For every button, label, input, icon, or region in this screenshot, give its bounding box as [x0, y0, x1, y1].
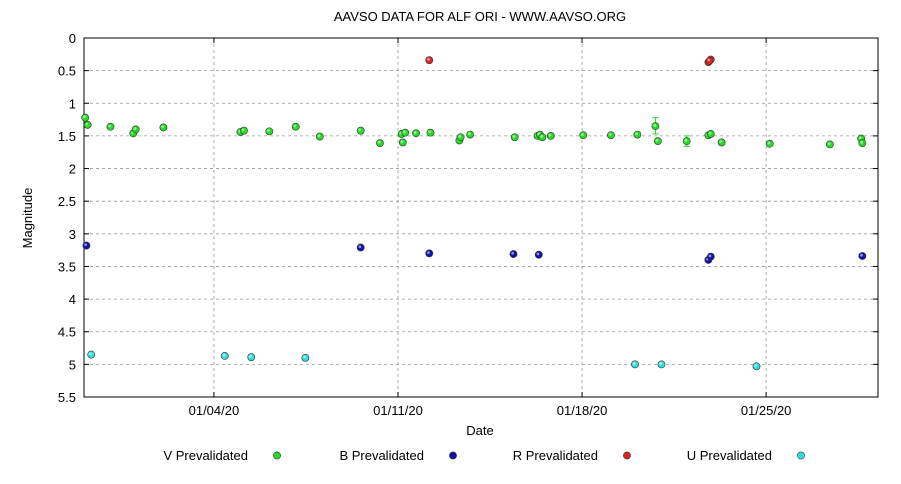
legend-marker: [623, 451, 631, 460]
y-tick-label: 0: [69, 31, 76, 46]
b-point-highlight: [536, 252, 540, 256]
v-point-highlight: [85, 122, 89, 126]
u-point-highlight: [632, 362, 636, 365]
y-tick-label: 0.5: [58, 64, 76, 79]
u-point-highlight: [249, 354, 252, 358]
v-point-highlight: [428, 130, 432, 134]
y-tick-label: 3.5: [58, 259, 76, 274]
v-point-highlight: [161, 125, 165, 129]
u-point-highlight: [754, 364, 758, 367]
v-point-highlight: [108, 124, 112, 128]
x-tick-label: 01/04/20: [189, 403, 240, 418]
x-tick-label: 01/11/20: [373, 403, 423, 418]
y-tick-label: 3: [69, 227, 76, 242]
v-point-highlight: [581, 133, 584, 136]
v-point-highlight: [684, 138, 688, 142]
x-tick-label: 01/18/20: [557, 403, 608, 418]
v-point-highlight: [860, 140, 863, 144]
y-tick-label: 4.5: [58, 325, 76, 340]
y-tick-label: 4: [69, 292, 76, 307]
u-point-highlight: [222, 353, 226, 357]
v-point-highlight: [403, 130, 406, 134]
v-point-highlight: [458, 135, 462, 138]
v-point-highlight: [467, 132, 471, 136]
legend: V Prevalidated B Prevalidated R Prevalidat…: [163, 448, 805, 463]
v-point-highlight: [400, 140, 404, 144]
v-point-highlight: [719, 140, 723, 144]
v-point-highlight: [317, 134, 321, 138]
y-tick-label: 1: [69, 96, 76, 111]
y-tick-label: 5.5: [58, 390, 76, 405]
y-tick-label: 1.5: [58, 129, 76, 144]
r-point-highlight: [427, 57, 430, 61]
grid: [84, 38, 878, 397]
b-point-highlight: [860, 253, 863, 257]
v-point-highlight: [540, 135, 543, 138]
b-point-highlight: [511, 251, 515, 255]
b-point-highlight: [84, 243, 88, 247]
u-point-highlight: [89, 352, 92, 356]
v-point-highlight: [827, 142, 831, 145]
legend-entry-r: R Prevalidated: [513, 448, 631, 463]
v-point-highlight: [653, 123, 657, 127]
v-point-highlight: [413, 131, 417, 134]
x-axis-label: Date: [466, 423, 493, 438]
legend-marker: [449, 451, 457, 460]
legend-entry-u: U Prevalidated: [687, 448, 805, 463]
legend-marker: [797, 451, 805, 460]
v-point-highlight: [858, 136, 862, 140]
v-point-highlight: [358, 128, 362, 132]
y-tick-label: 2.5: [58, 194, 76, 209]
v-point-highlight: [608, 133, 612, 136]
v-point-highlight: [548, 133, 552, 137]
v-point-highlight: [241, 128, 245, 132]
r-point-highlight: [707, 58, 711, 62]
y-tick-label: 5: [69, 357, 76, 372]
legend-label: R Prevalidated: [513, 448, 598, 463]
v-point-highlight: [83, 115, 86, 119]
legend-marker: [273, 451, 281, 460]
b-point-highlight: [358, 245, 362, 249]
b-point-highlight: [427, 251, 430, 255]
v-point-highlight: [377, 140, 381, 144]
v-point-highlight: [267, 129, 270, 132]
chart-title: AAVSO DATA FOR ALF ORI - WWW.AAVSO.ORG: [334, 9, 626, 24]
data-points: [81, 55, 867, 371]
legend-label: U Prevalidated: [687, 448, 772, 463]
v-point-highlight: [655, 138, 659, 142]
legend-label: B Prevalidated: [339, 448, 424, 463]
x-tick-label: 01/25/20: [741, 403, 792, 418]
legend-label: V Prevalidated: [163, 448, 248, 463]
v-point-highlight: [635, 132, 638, 136]
y-tick-label: 2: [69, 162, 76, 177]
u-point-highlight: [303, 355, 306, 359]
y-axis-ticks: 0 0.5 1 1.5 2 2.5 3 3.5 4 4.5 5 5.5: [58, 31, 878, 405]
x-axis-ticks: 01/04/20 01/11/20 01/18/20 01/25/20: [189, 38, 792, 418]
legend-entry-v: V Prevalidated: [163, 448, 281, 463]
plot-area-border: [83, 37, 879, 398]
v-point-highlight: [708, 131, 712, 135]
legend-entry-b: B Prevalidated: [339, 448, 457, 463]
v-point-highlight: [512, 135, 516, 138]
v-point-highlight: [133, 127, 137, 130]
v-point-highlight: [767, 141, 771, 145]
u-point-highlight: [659, 362, 663, 365]
y-axis-label: Magnitude: [20, 188, 35, 249]
b-point-highlight: [708, 254, 712, 258]
v-point-highlight: [293, 124, 297, 128]
